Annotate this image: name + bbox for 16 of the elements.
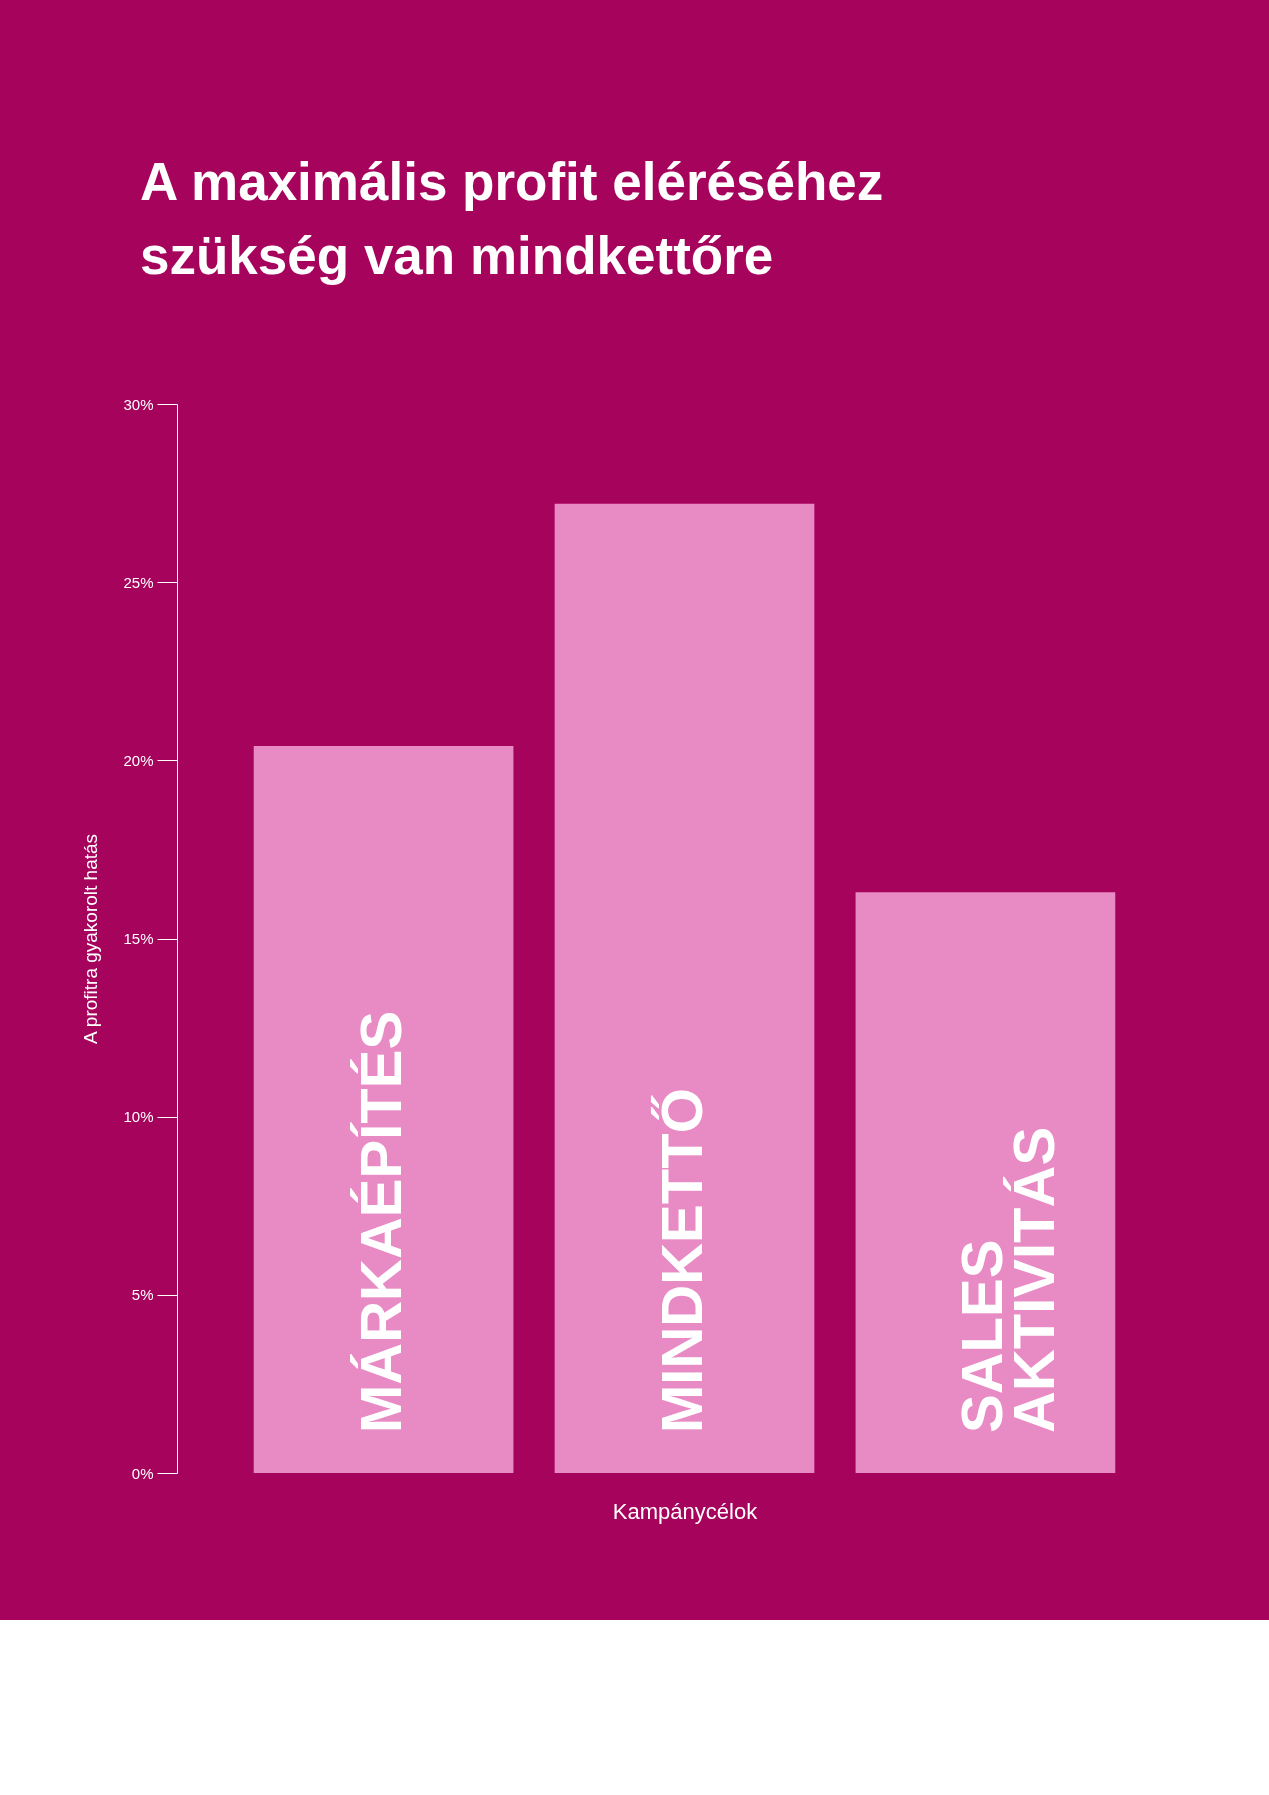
y-tick-label: 25%	[123, 573, 154, 591]
bar	[855, 892, 1116, 1473]
bar	[554, 503, 815, 1473]
y-tick-label: 15%	[123, 930, 154, 947]
x-axis-title: Kampánycélok	[612, 1498, 759, 1524]
y-tick-label: 5%	[131, 1286, 154, 1304]
y-tick-label: 20%	[123, 751, 154, 769]
x-tick-label: SALES AKTIVITÁS	[949, 1126, 1067, 1433]
y-axis-title: A profitra gyakorolt hatás	[80, 833, 102, 1045]
x-tick-label: MÁRKAÉPÍTÉS	[347, 1010, 413, 1433]
chart-title: A maximális profit eléréséhez szükség van mindkettőre	[140, 152, 884, 285]
y-tick-label: 0%	[131, 1464, 154, 1482]
x-tick-label: MINDKETTŐ	[648, 1088, 714, 1433]
bar	[253, 746, 514, 1473]
y-tick-label: 10%	[123, 1108, 154, 1126]
y-tick-label: 30%	[123, 395, 154, 413]
